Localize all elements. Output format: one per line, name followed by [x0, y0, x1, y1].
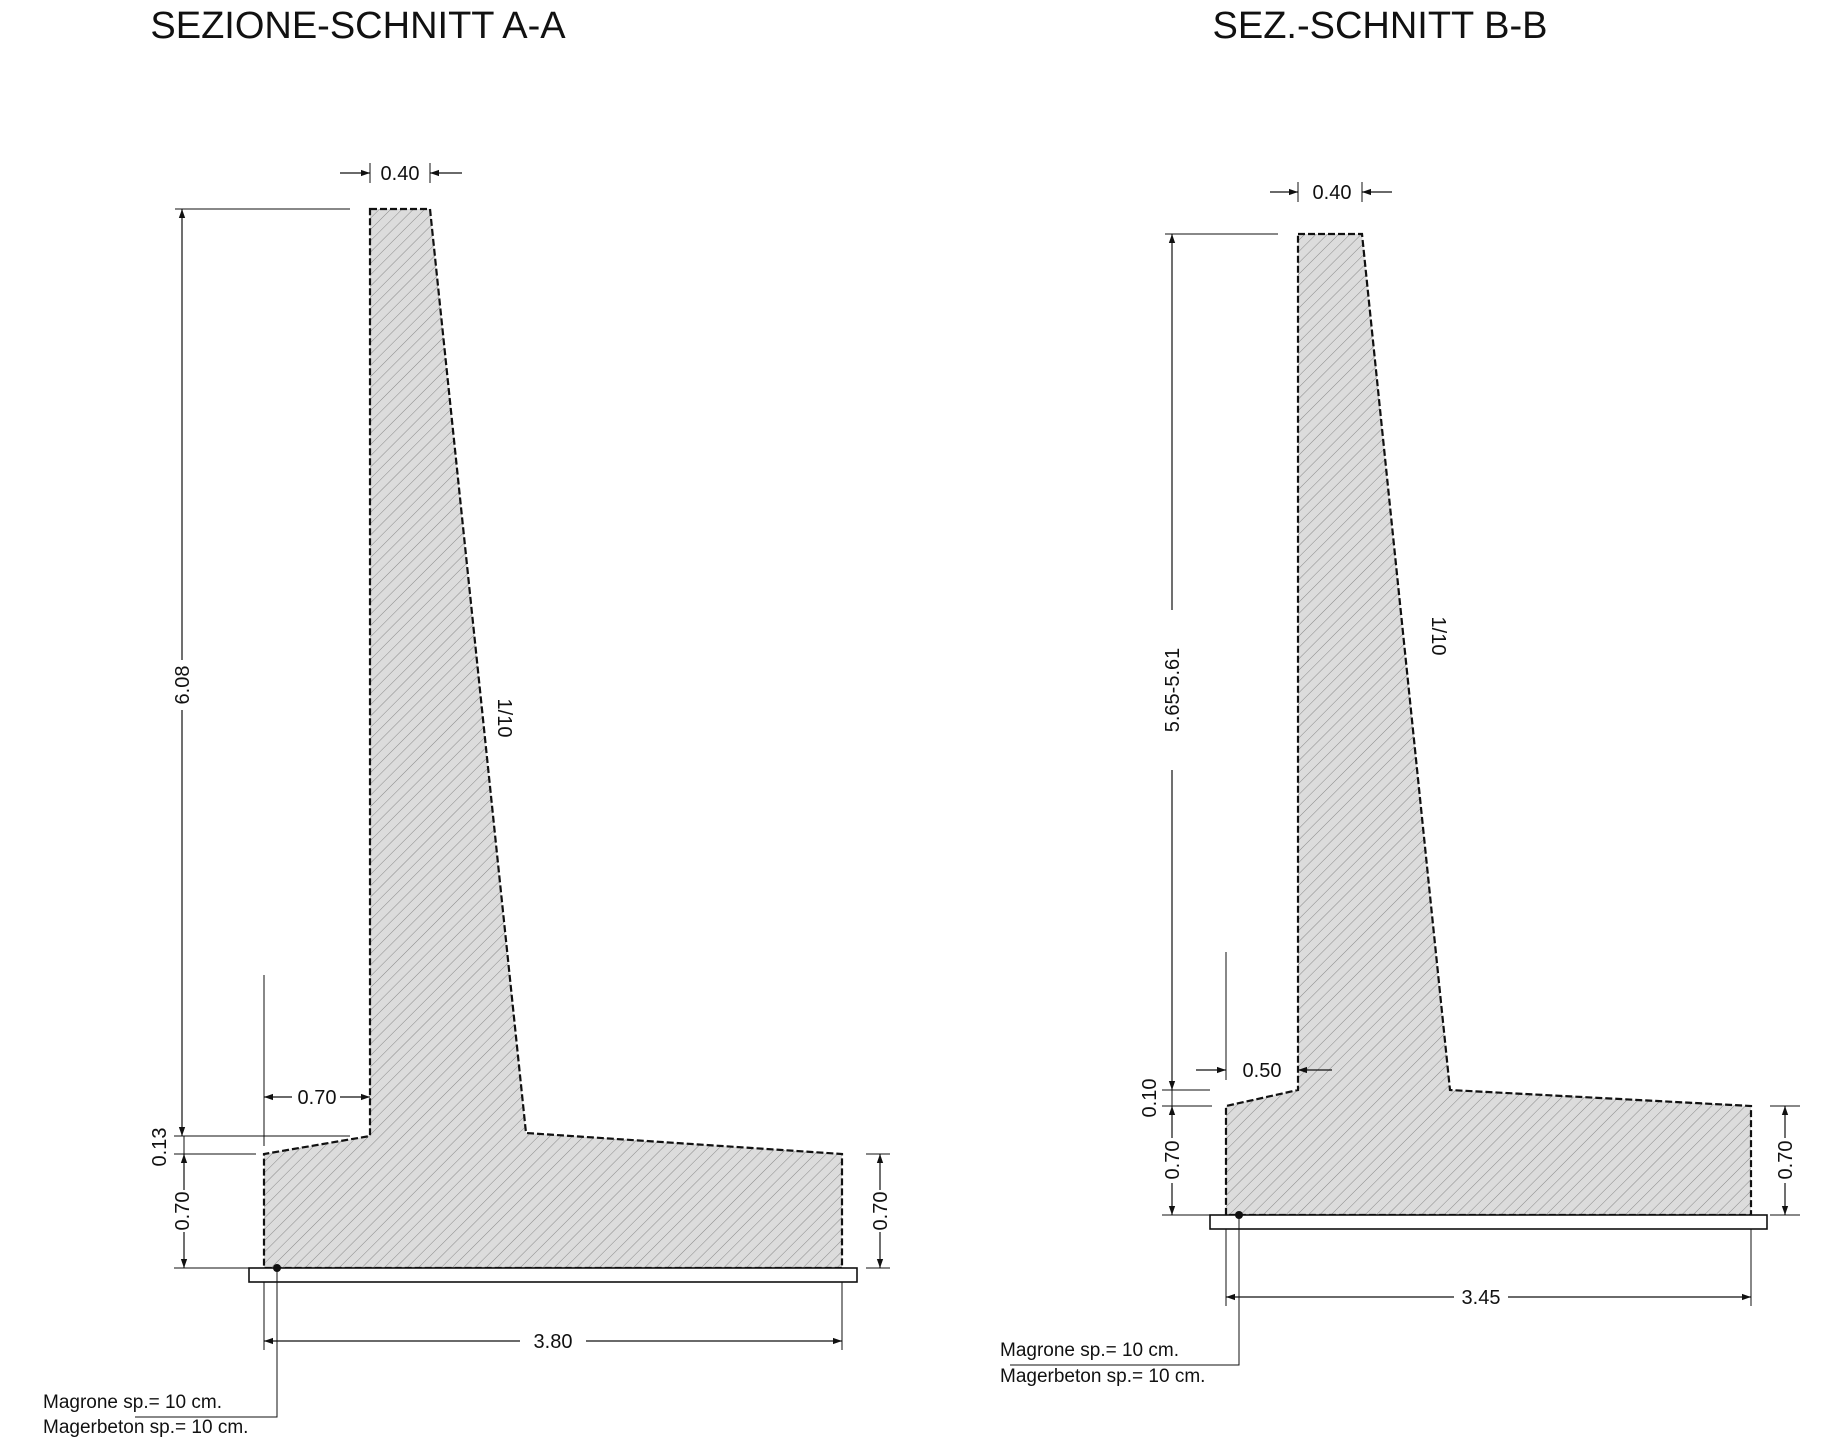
lean-concrete-note: Magrone sp.= 10 cm. Magerbeton sp.= 10 c…: [1000, 1215, 1240, 1387]
dim-label: 0.70: [870, 1192, 892, 1231]
dim-label: 3.45: [1462, 1287, 1501, 1309]
note-line-2: Magerbeton sp.= 10 cm.: [1000, 1366, 1205, 1387]
lean-concrete-note: Magrone sp.= 10 cm. Magerbeton sp.= 10 c…: [43, 1268, 278, 1438]
dim-base-left: 0.70: [172, 1154, 256, 1269]
section-a-a: SEZIONE-SCHNITT A-A 0.40 6.08 1/10: [43, 5, 892, 1438]
dim-toe-rise: 0.10: [1139, 1079, 1212, 1118]
dim-label: 0.10: [1139, 1079, 1161, 1118]
dim-label: 0.70: [1775, 1141, 1797, 1180]
dim-label: 0.13: [149, 1128, 171, 1167]
retaining-wall-profile: [1224, 232, 1753, 1217]
dim-toe-width: 0.70: [263, 975, 370, 1146]
dim-label: 0.50: [1243, 1060, 1282, 1082]
dim-label: 0.70: [298, 1087, 337, 1109]
section-title: SEZIONE-SCHNITT A-A: [150, 5, 566, 47]
slope-label: 1/10: [1427, 617, 1449, 656]
dim-top-width: 0.40: [1270, 182, 1392, 204]
note-line-2: Magerbeton sp.= 10 cm.: [43, 1417, 248, 1438]
slope-label: 1/10: [493, 699, 515, 738]
note-line-1: Magrone sp.= 10 cm.: [1000, 1340, 1179, 1361]
dim-top-width: 0.40: [340, 163, 462, 185]
dim-label: 6.08: [172, 666, 194, 705]
dim-base-right: 0.70: [1770, 1105, 1800, 1216]
lean-concrete-layer: [1209, 1214, 1768, 1230]
dim-base-width: 3.80: [263, 1282, 843, 1353]
retaining-wall-profile: [262, 207, 844, 1270]
dim-label: 0.40: [1313, 182, 1352, 204]
dim-label: 3.80: [534, 1331, 573, 1353]
dim-base-right: 0.70: [866, 1153, 892, 1269]
section-title: SEZ.-SCHNITT B-B: [1213, 5, 1548, 47]
note-line-1: Magrone sp.= 10 cm.: [43, 1392, 222, 1413]
section-b-b: SEZ.-SCHNITT B-B 0.40 5.65-5.61 1/10: [1000, 5, 1800, 1387]
dim-label: 5.65-5.61: [1162, 648, 1184, 733]
dim-stem-height: 5.65-5.61: [1162, 233, 1278, 1091]
dim-toe-rise: 0.13: [149, 1128, 256, 1167]
dim-label: 0.40: [381, 163, 420, 185]
dim-base-width: 3.45: [1225, 1229, 1752, 1309]
dim-toe-width: 0.50: [1196, 952, 1332, 1082]
dim-stem-height: 6.08: [172, 208, 350, 1137]
dim-label: 0.70: [172, 1192, 194, 1231]
lean-concrete-layer: [248, 1267, 858, 1283]
dim-base-left: 0.70: [1162, 1106, 1212, 1216]
dim-label: 0.70: [1162, 1141, 1184, 1180]
